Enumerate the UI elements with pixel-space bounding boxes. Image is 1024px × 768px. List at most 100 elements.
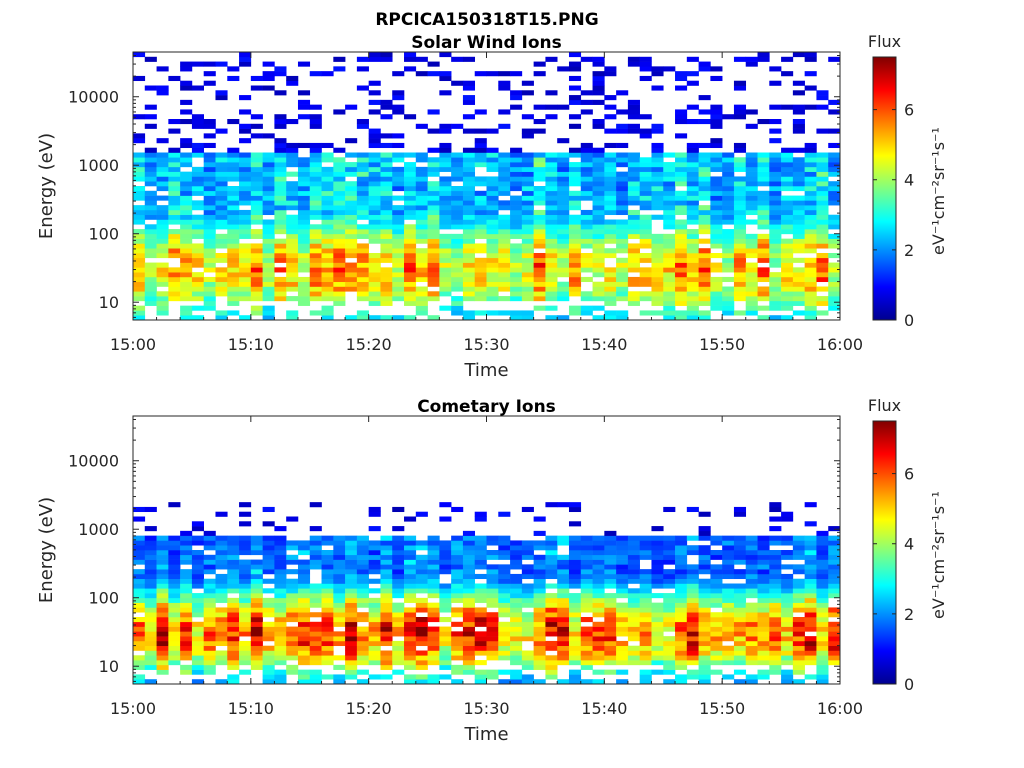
heatmap-cell — [486, 195, 499, 201]
heatmap-cell — [297, 276, 311, 283]
heatmap-cell — [168, 593, 181, 599]
heatmap-cell — [462, 296, 476, 302]
heatmap-cell — [627, 104, 640, 110]
heatmap-cell — [133, 607, 146, 613]
heatmap-cell — [392, 626, 405, 632]
heatmap-cell — [769, 540, 782, 546]
heatmap-cell — [592, 545, 605, 551]
heatmap-cell — [521, 597, 534, 603]
heatmap-cell — [733, 109, 747, 115]
heatmap-cell — [144, 209, 157, 216]
heatmap-cell — [533, 664, 546, 670]
heatmap-cell — [616, 205, 629, 211]
heatmap-cell — [698, 205, 711, 211]
heatmap-cell — [580, 152, 593, 158]
x-tick-label: 15:50 — [699, 335, 745, 354]
heatmap-cell — [168, 573, 181, 580]
heatmap-cell — [191, 612, 204, 618]
heatmap-cell — [321, 291, 334, 297]
heatmap-cell — [710, 626, 723, 632]
heatmap-cell — [309, 229, 322, 235]
heatmap-cell — [333, 300, 346, 306]
heatmap-cell — [663, 286, 676, 292]
heatmap-cell — [733, 593, 747, 599]
heatmap-cell — [592, 80, 605, 86]
heatmap-cell — [239, 559, 252, 565]
heatmap-cell — [474, 224, 487, 230]
heatmap-cell — [250, 296, 263, 302]
heatmap-cell — [616, 679, 629, 685]
heatmap-cell — [592, 229, 605, 235]
heatmap-cell — [663, 162, 676, 168]
heatmap-cell — [592, 253, 605, 259]
heatmap-cell — [545, 272, 558, 278]
heatmap-cell — [521, 157, 534, 163]
heatmap-cell — [133, 205, 146, 211]
heatmap-cell — [427, 679, 440, 685]
heatmap-cell — [180, 291, 193, 297]
heatmap-cell — [557, 607, 570, 613]
heatmap-cell — [156, 545, 169, 551]
heatmap-cell — [356, 640, 369, 647]
heatmap-cell — [722, 238, 735, 244]
heatmap-cell — [592, 214, 605, 220]
heatmap-cell — [745, 636, 758, 642]
heatmap-cell — [156, 305, 169, 311]
heatmap-cell — [274, 147, 287, 153]
heatmap-cell — [568, 607, 582, 613]
heatmap-cell — [828, 545, 841, 551]
heatmap-cell — [215, 243, 228, 249]
heatmap-cell — [568, 573, 582, 580]
heatmap-cell — [133, 660, 146, 666]
heatmap-cell — [816, 219, 829, 225]
heatmap-cell — [710, 114, 723, 120]
heatmap-cell — [663, 315, 676, 321]
heatmap-cell — [203, 142, 216, 149]
heatmap-cell — [816, 262, 829, 268]
heatmap-cell — [439, 181, 452, 187]
heatmap-cell — [568, 286, 582, 292]
heatmap-cell — [180, 243, 193, 249]
heatmap-cell — [568, 224, 582, 230]
heatmap-cell — [568, 272, 582, 278]
heatmap-cell — [733, 511, 747, 517]
heatmap-cell — [498, 636, 511, 642]
heatmap-cell — [722, 310, 735, 316]
heatmap-cell — [510, 248, 523, 254]
heatmap-cell — [415, 540, 428, 546]
heatmap-cell — [568, 248, 582, 254]
heatmap-cell — [133, 636, 146, 642]
heatmap-cell — [345, 166, 358, 172]
heatmap-cell — [309, 276, 322, 283]
heatmap-cell — [651, 291, 664, 297]
heatmap-cell — [309, 296, 322, 302]
heatmap-cell — [474, 243, 487, 249]
heatmap-cell — [781, 104, 794, 110]
heatmap-cell — [639, 233, 652, 239]
heatmap-cell — [792, 650, 805, 656]
heatmap-cell — [274, 645, 287, 651]
heatmap-cell — [710, 224, 723, 230]
heatmap-cell — [439, 205, 452, 211]
heatmap-cell — [203, 200, 216, 206]
heatmap-cell — [675, 640, 688, 647]
heatmap-cell — [392, 253, 405, 259]
heatmap-cell — [168, 214, 181, 220]
heatmap-cell — [533, 157, 546, 163]
heatmap-cell — [804, 224, 817, 230]
heatmap-cell — [627, 569, 640, 575]
heatmap-cell — [545, 114, 558, 120]
heatmap-cell — [180, 219, 193, 225]
heatmap-cell — [769, 526, 782, 532]
heatmap-cell — [604, 267, 617, 273]
heatmap-cell — [816, 162, 829, 168]
heatmap-cell — [816, 617, 829, 623]
heatmap-cell — [215, 152, 228, 158]
heatmap-cell — [404, 224, 417, 230]
heatmap-cell — [180, 626, 193, 632]
heatmap-cell — [239, 540, 252, 546]
heatmap-cell — [462, 238, 476, 244]
heatmap-cell — [804, 229, 817, 235]
heatmap-cell — [191, 621, 204, 627]
heatmap-cell — [828, 626, 841, 632]
